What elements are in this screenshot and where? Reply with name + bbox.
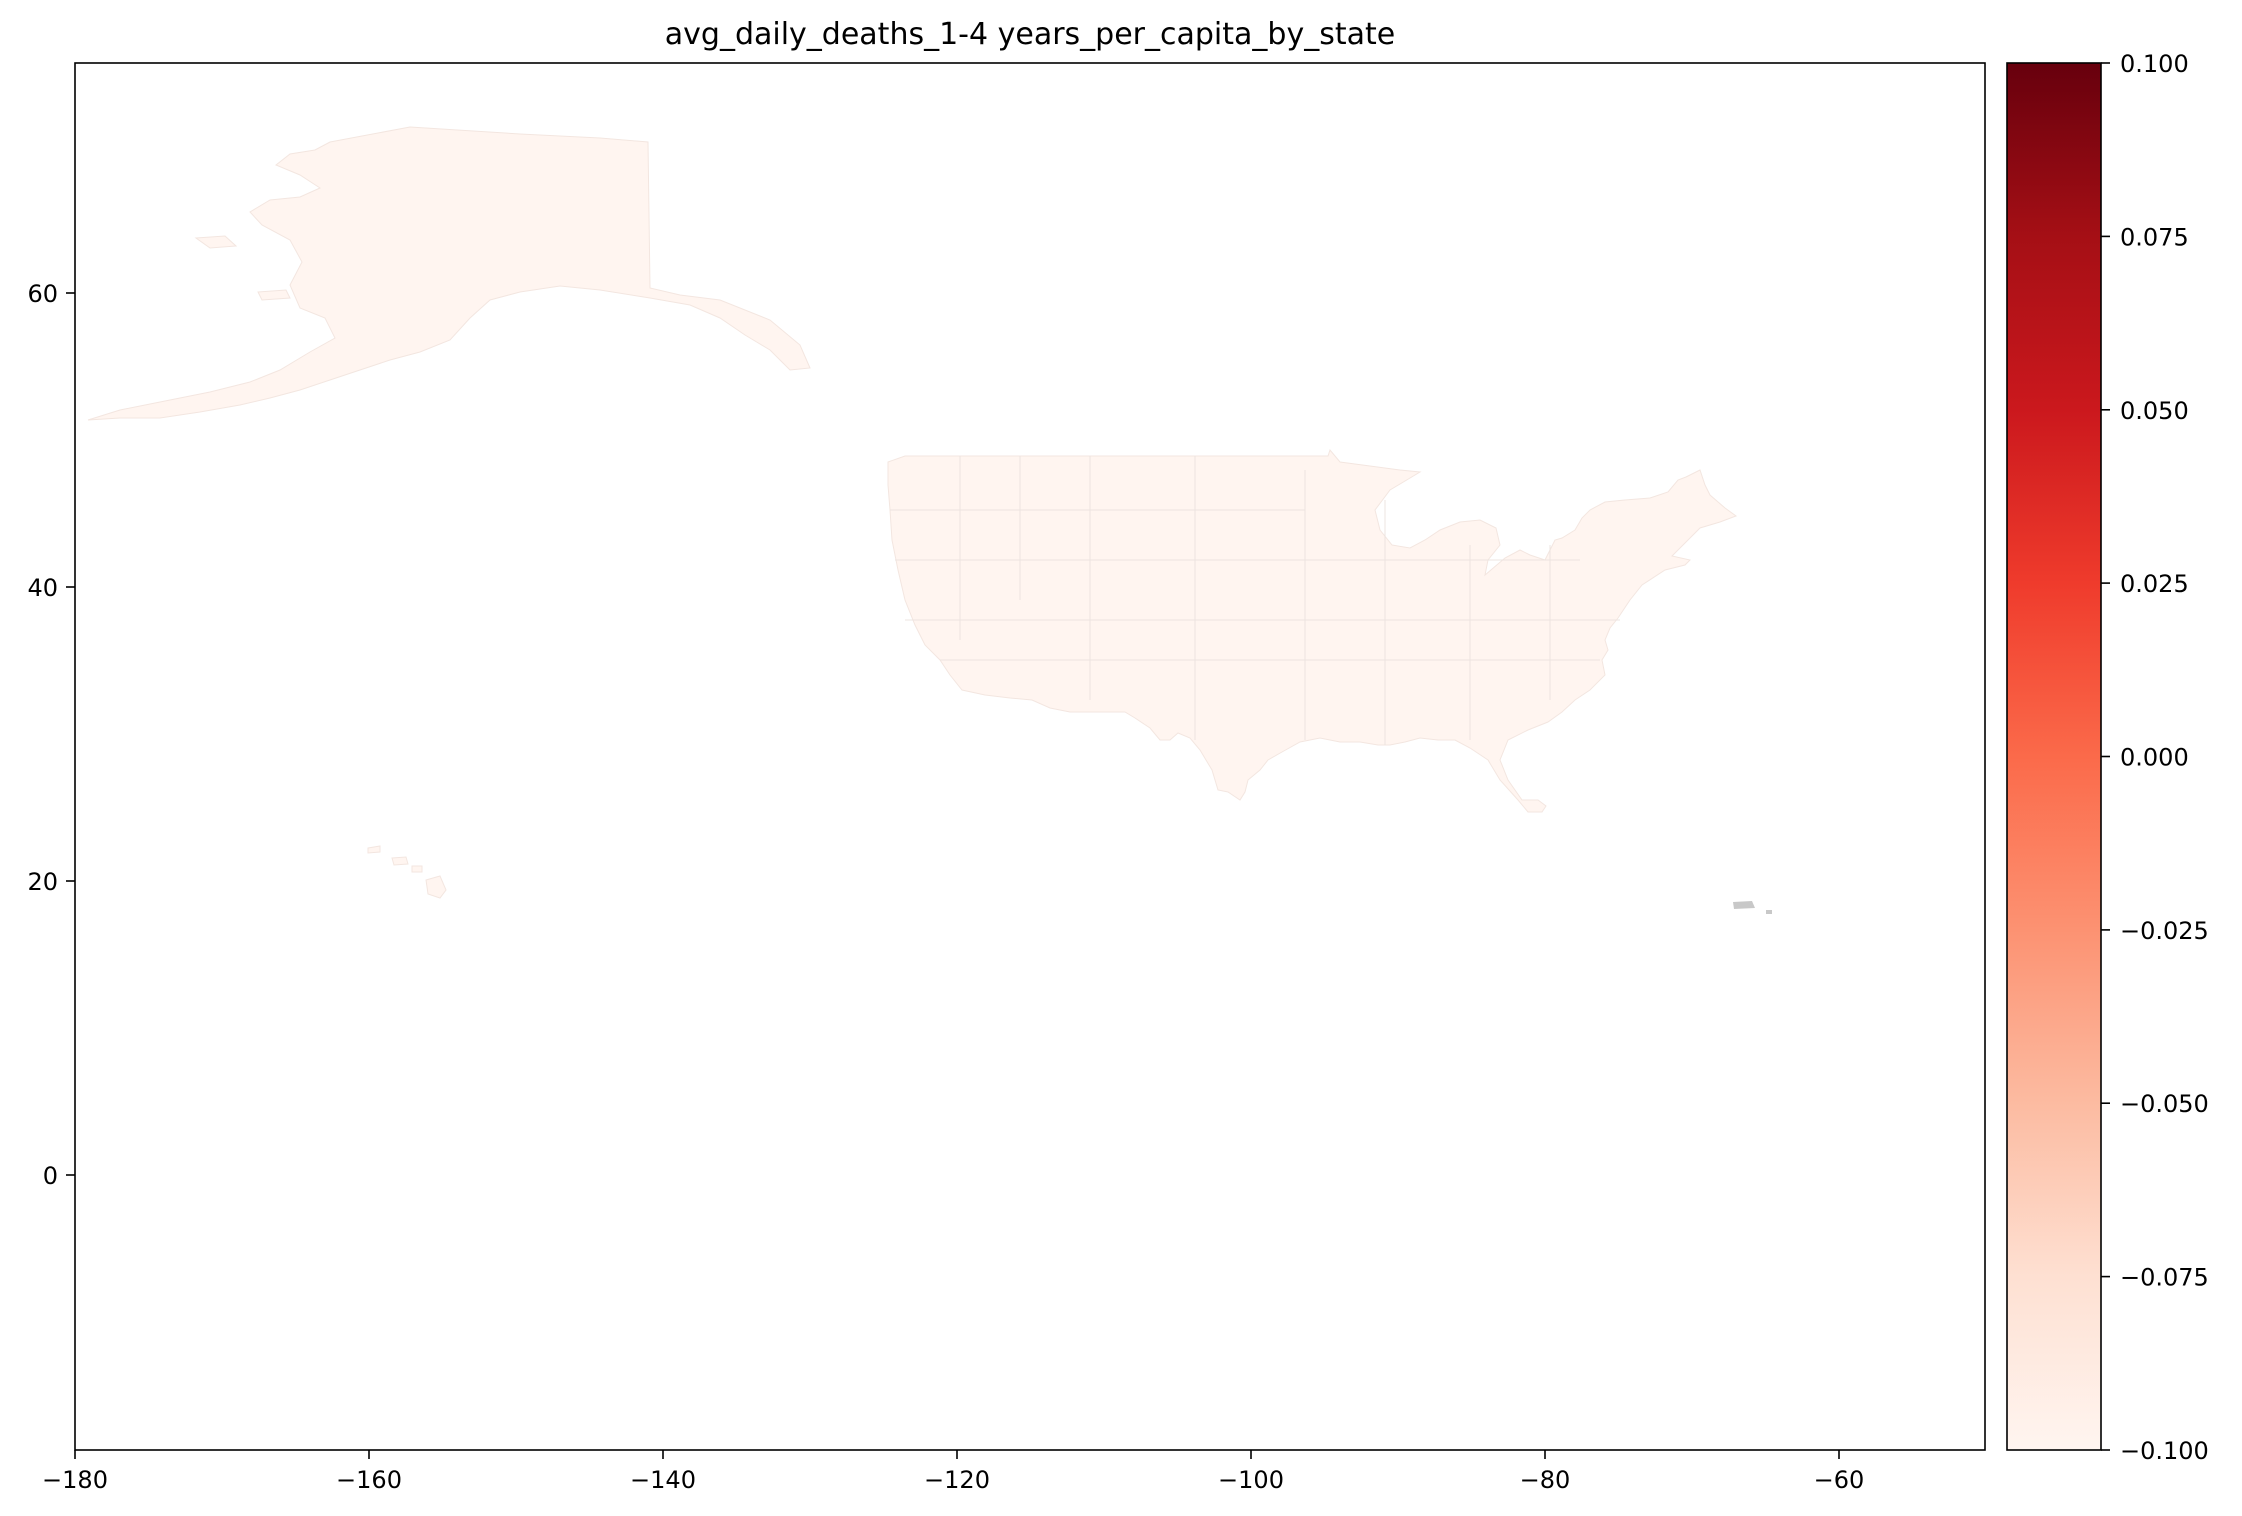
- colorbar-tick: 0.000: [2101, 744, 2189, 772]
- state-alaska: [87, 126, 811, 421]
- x-tick: −60: [1814, 1450, 1865, 1494]
- state-alaska-island: [194, 235, 238, 249]
- colorbar-tick-label: −0.075: [2120, 1264, 2209, 1292]
- colorbar-tick-label: −0.025: [2120, 917, 2209, 945]
- chart-title: avg_daily_deaths_1-4 years_per_capita_by…: [665, 17, 1395, 52]
- y-tick-label: 20: [27, 868, 58, 896]
- y-tick: 20: [27, 868, 75, 896]
- colorbar-tick: 0.025: [2101, 570, 2189, 598]
- y-tick-label: 0: [43, 1162, 58, 1190]
- state-contiguous-us: [887, 448, 1738, 813]
- colorbar-tick-label: 0.025: [2120, 570, 2189, 598]
- territory-puerto-rico: [1733, 901, 1755, 909]
- colorbar-tick-label: −0.050: [2120, 1090, 2209, 1118]
- x-tick: −160: [336, 1450, 402, 1494]
- colorbar-tick-label: −0.100: [2120, 1437, 2209, 1465]
- state-borders: [890, 456, 1620, 745]
- colorbar-ticks: 0.100 0.075 0.050 0.025 0.000 −0.025: [2101, 50, 2209, 1465]
- x-tick-label: −60: [1814, 1466, 1865, 1494]
- colorbar-tick-label: 0.100: [2120, 50, 2189, 78]
- state-hawaii-island: [367, 845, 381, 854]
- x-tick: −180: [42, 1450, 108, 1494]
- y-tick-label: 40: [27, 574, 58, 602]
- colorbar-tick: −0.075: [2101, 1264, 2209, 1292]
- x-axis: −180 −160 −140 −120 −100 −80: [42, 1450, 1864, 1494]
- colorbar: 0.100 0.075 0.050 0.025 0.000 −0.025: [2006, 50, 2209, 1465]
- x-tick-label: −140: [630, 1466, 696, 1494]
- y-tick: 40: [27, 574, 75, 602]
- colorbar-tick-label: 0.050: [2120, 397, 2189, 425]
- colorbar-tick-label: 0.075: [2120, 223, 2189, 251]
- x-tick: −100: [1218, 1450, 1284, 1494]
- y-axis: 60 40 20 0: [27, 280, 75, 1190]
- x-tick-label: −160: [336, 1466, 402, 1494]
- y-tick-label: 60: [27, 280, 58, 308]
- x-tick: −80: [1520, 1450, 1571, 1494]
- territory-islands: [1766, 910, 1772, 914]
- state-hawaii-island: [411, 865, 423, 873]
- x-tick-label: −180: [42, 1466, 108, 1494]
- colorbar-tick: 0.050: [2101, 397, 2189, 425]
- map-axes: −180 −160 −140 −120 −100 −80: [27, 62, 1986, 1494]
- colorbar-gradient: [2006, 62, 2102, 1451]
- state-alaska-island: [257, 289, 291, 301]
- state-hawaii-island: [391, 856, 409, 866]
- state-hawaii: [425, 875, 447, 899]
- x-tick-label: −120: [924, 1466, 990, 1494]
- y-tick: 0: [43, 1162, 75, 1190]
- colorbar-tick: 0.075: [2101, 223, 2189, 251]
- colorbar-tick: 0.100: [2101, 50, 2189, 78]
- y-tick: 60: [27, 280, 75, 308]
- x-tick: −120: [924, 1450, 990, 1494]
- colorbar-tick-label: 0.000: [2120, 744, 2189, 772]
- colorbar-tick: −0.050: [2101, 1090, 2209, 1118]
- x-tick: −140: [630, 1450, 696, 1494]
- x-tick-label: −100: [1218, 1466, 1284, 1494]
- x-tick-label: −80: [1520, 1466, 1571, 1494]
- colorbar-tick: −0.100: [2101, 1437, 2209, 1465]
- colorbar-tick: −0.025: [2101, 917, 2209, 945]
